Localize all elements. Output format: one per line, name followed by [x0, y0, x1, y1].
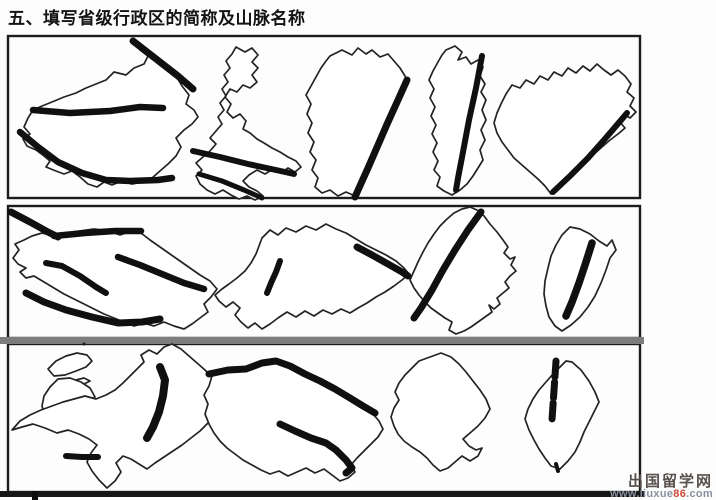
mountain-line-qilian-b [196, 171, 265, 201]
province-outline-r1-1 [22, 49, 199, 188]
watermark-url-number: 86 [673, 488, 687, 500]
mountain-line-yinshan [63, 453, 101, 460]
mountain-line-helan [548, 357, 560, 424]
mountain-line-r1-s4 [453, 53, 485, 193]
watermark-url-prefix: www.liuxue [610, 488, 674, 500]
mountain-line-wudang [264, 258, 283, 296]
province-outline-r2-1 [12, 228, 218, 330]
mountain-line-bayanhar [276, 420, 356, 477]
mountain-line-altai [129, 37, 197, 93]
mountain-line-kunlun-west [16, 128, 176, 185]
mountain-line-tick [554, 462, 560, 473]
province-outline-r3-6 [524, 360, 600, 470]
province-outline-r3-5 [390, 352, 491, 472]
mountain-line-himalaya [22, 289, 164, 327]
panel-1-frame [6, 34, 642, 200]
province-outline-r2-2 [214, 223, 410, 330]
province-outline-r1-3 [305, 47, 409, 197]
cutoff-mark [32, 491, 38, 500]
mountain-line-tianshan [29, 103, 167, 117]
watermark-site-name: 出国留学网 [627, 473, 713, 490]
bottom-border-band [0, 491, 644, 497]
mountain-line-daxinganling [143, 363, 169, 442]
province-outline-r2-3 [409, 206, 517, 335]
mountain-line-kunlun-diag [7, 208, 62, 241]
mountain-line-taihang [351, 76, 411, 201]
mountain-line-wuyi [410, 208, 485, 322]
mountain-line-kunlun-horiz [50, 227, 145, 240]
province-outline-r3-4 [203, 359, 384, 482]
panel-separator-band [0, 337, 644, 344]
mountain-line-tanggula [114, 253, 208, 293]
mountain-line-gangdise [43, 260, 109, 296]
mountain-line-qilian-a [190, 148, 297, 177]
map-speck [82, 342, 86, 346]
mountain-line-r1-s5 [550, 110, 630, 195]
province-outline-r3-3 [11, 343, 226, 489]
watermark-url-suffix: .com [686, 488, 713, 500]
province-outline-r1-2 [195, 46, 302, 201]
island-outline-r3-1 [47, 352, 93, 377]
watermark-url: www.liuxue86.com [610, 489, 713, 500]
mountain-line-qilian-top [205, 357, 379, 417]
watermark: 出国留学网 www.liuxue86.com [610, 474, 713, 500]
mountain-line-taiwan [562, 239, 596, 320]
page-title: 五、填写省级行政区的简称及山脉名称 [8, 9, 306, 28]
mountain-line-dabie [353, 243, 412, 280]
